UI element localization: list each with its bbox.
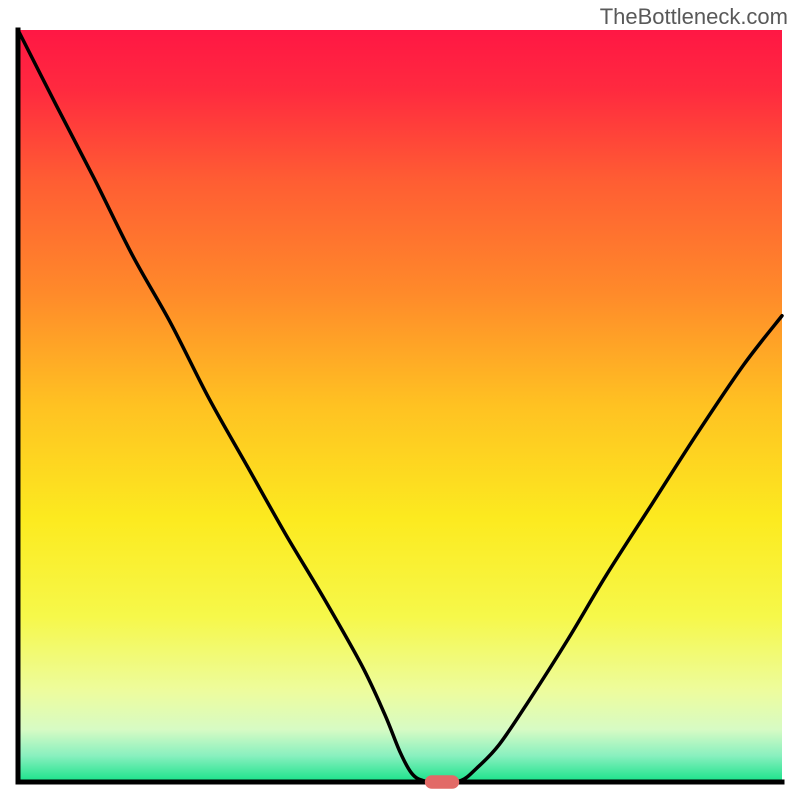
attribution-text: TheBottleneck.com [600,4,788,30]
chart-background-gradient [18,30,782,782]
optimal-marker [425,775,459,789]
bottleneck-chart [0,0,800,800]
chart-container: TheBottleneck.com [0,0,800,800]
